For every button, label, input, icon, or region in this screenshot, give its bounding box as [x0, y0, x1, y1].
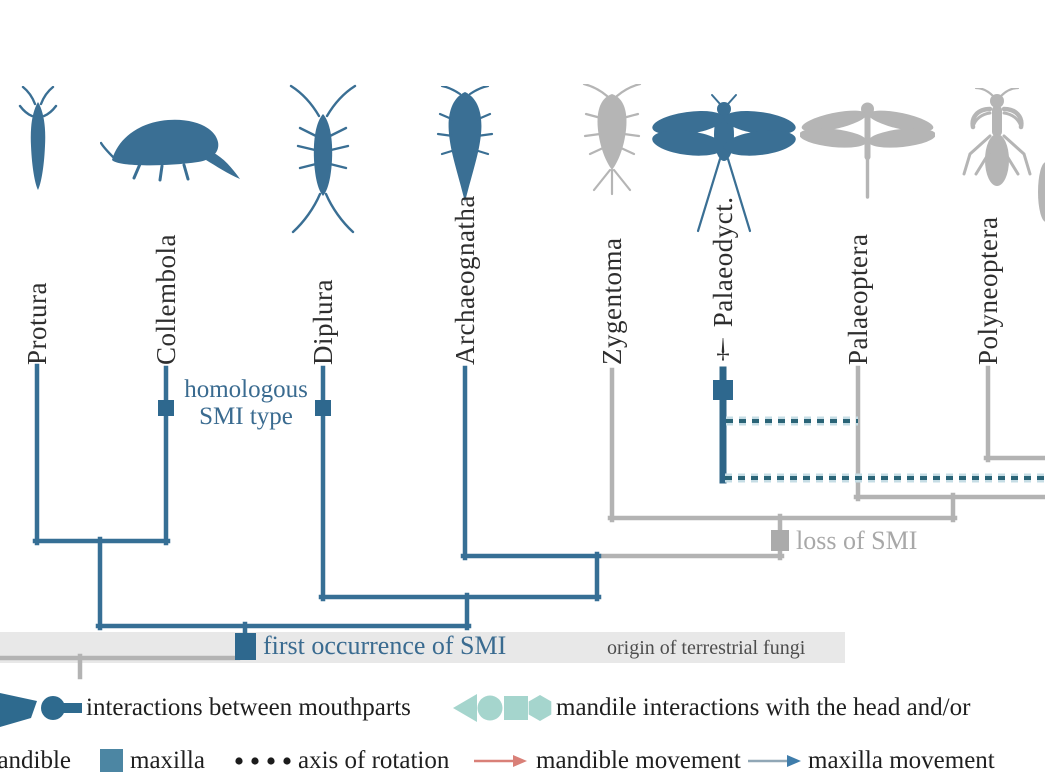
first-occurrence-node	[235, 633, 256, 660]
collembola-icon	[100, 119, 240, 182]
zygentoma-icon	[582, 84, 642, 196]
head-interaction-shapes-icon	[453, 694, 552, 722]
homologous-smi-annotation: homologous SMI type	[172, 376, 320, 430]
uncertain-placement-dashes	[725, 416, 1045, 483]
teal-hexagon-icon	[528, 695, 552, 721]
loss-of-smi-node	[771, 530, 789, 551]
mandible-legend-label: mandible	[0, 747, 72, 774]
diplura-icon	[289, 84, 357, 234]
cropped-insect-sliver	[1038, 162, 1045, 222]
axis-of-rotation-dots-icon	[235, 757, 291, 765]
mandible-movement-legend-label: mandible movement	[536, 747, 741, 774]
first-occurrence-annotation: first occurrence of SMI	[263, 631, 507, 660]
taxon-label-palaeoptera: Palaeoptera	[843, 233, 873, 365]
homologous-line2: SMI type	[199, 403, 293, 430]
mouthpart-flag-icon	[0, 693, 37, 727]
maxilla-legend-label: maxilla	[130, 747, 205, 774]
taxon-label-polyneoptera: Polyneoptera	[973, 216, 1003, 365]
maxilla-square-icon	[100, 749, 123, 772]
palaeodictyoptera-smi-node	[713, 380, 733, 400]
polyneoptera-icon	[962, 88, 1032, 186]
homologous-line1: homologous	[184, 376, 308, 403]
teal-triangle-icon	[453, 694, 477, 722]
blue-lineages	[32, 363, 727, 643]
axis-legend-label: axis of rotation	[298, 747, 450, 774]
taxon-label-zygentoma: Zygentoma	[597, 237, 627, 365]
interaction-circle-icon	[41, 696, 82, 720]
archaeognatha-icon	[436, 86, 494, 202]
palaeodictyoptera-icon	[652, 94, 796, 233]
maxilla-movement-legend-label: maxilla movement	[808, 747, 995, 774]
diplura-smi-node	[315, 400, 331, 416]
interactions-legend-label: interactions between mouthparts	[86, 694, 411, 721]
taxon-label-diplura: Diplura	[308, 279, 338, 365]
mandible-movement-arrow-icon	[474, 755, 527, 767]
palaeoptera-icon	[800, 102, 935, 199]
taxon-label-protura: Protura	[22, 282, 52, 365]
taxon-label-palaeodyct: † Palaeodyct.	[708, 196, 738, 365]
teal-square-icon	[504, 696, 528, 720]
protura-icon	[18, 86, 58, 190]
mandible-head-legend-label: mandile interactions with the head and/o…	[556, 694, 971, 721]
maxilla-movement-arrow-icon	[748, 755, 801, 767]
teal-circle-icon	[477, 695, 503, 721]
loss-of-smi-annotation: loss of SMI	[796, 526, 918, 555]
taxon-label-collembola: Collembola	[151, 234, 181, 365]
fungi-band-label: origin of terrestrial fungi	[607, 637, 806, 659]
taxon-label-archaeognatha: Archaeognatha	[450, 195, 480, 365]
gray-lineages	[0, 365, 1045, 680]
collembola-smi-node	[158, 400, 174, 416]
